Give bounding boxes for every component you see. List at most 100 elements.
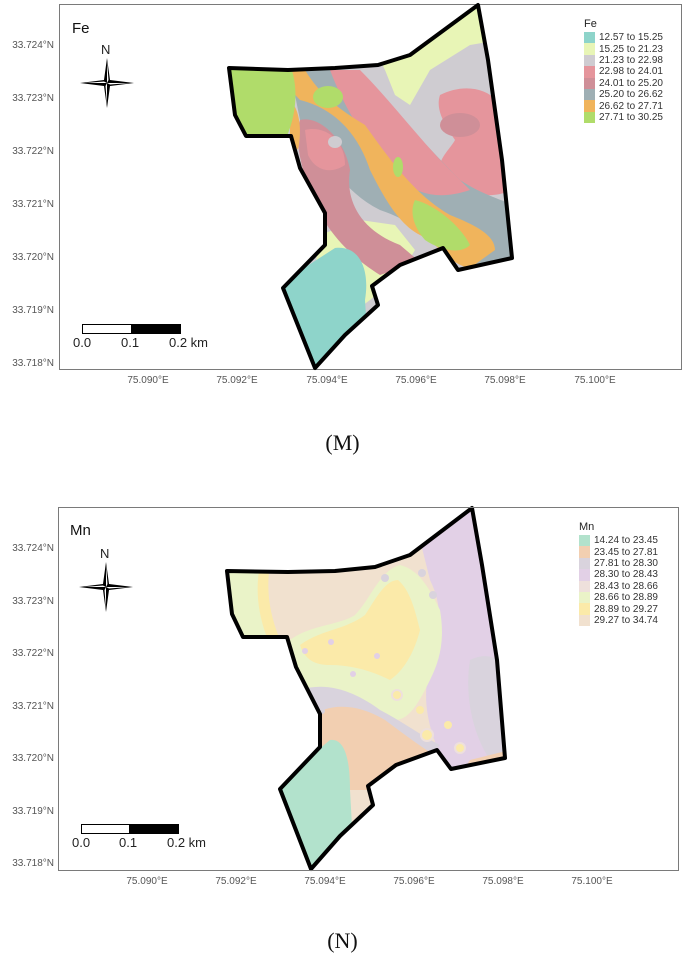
legend-label: 29.27 to 34.74 bbox=[594, 614, 658, 626]
scale-label: 0.2 km bbox=[167, 835, 207, 850]
legend-swatch bbox=[579, 535, 590, 547]
legend-swatch bbox=[584, 77, 595, 89]
panel-title-mn: Mn bbox=[70, 522, 91, 539]
scale-label: 0.0 bbox=[72, 835, 91, 850]
legend-title: Fe bbox=[584, 18, 597, 30]
mn-hotspot-dots bbox=[302, 569, 466, 754]
y-tick-label: 33.721°N bbox=[12, 199, 54, 210]
scale-bar bbox=[82, 324, 181, 334]
legend-item: 28.66 to 28.89 bbox=[579, 591, 658, 604]
y-tick-label: 33.723°N bbox=[12, 596, 54, 607]
legend-item: 25.20 to 26.62 bbox=[584, 88, 663, 101]
x-tick-label: 75.092°E bbox=[215, 876, 257, 887]
legend-swatch bbox=[579, 591, 590, 604]
y-tick-label: 33.718°N bbox=[12, 358, 54, 369]
north-arrow-icon bbox=[80, 58, 134, 108]
scale-label: 0.1 bbox=[121, 335, 140, 350]
legend-item: 26.62 to 27.71 bbox=[584, 100, 663, 112]
scale-bar bbox=[81, 824, 179, 834]
legend-swatch bbox=[584, 66, 595, 78]
legend-label: 28.30 to 28.43 bbox=[594, 569, 658, 581]
x-tick-label: 75.096°E bbox=[393, 876, 435, 887]
legend-item: 21.23 to 22.98 bbox=[584, 54, 663, 67]
legend-swatch bbox=[584, 32, 595, 44]
x-tick-label: 75.092°E bbox=[216, 375, 258, 386]
x-tick-label: 75.090°E bbox=[127, 375, 169, 386]
y-tick-label: 33.720°N bbox=[12, 753, 54, 764]
legend-label: 23.45 to 27.81 bbox=[594, 546, 658, 558]
caption-m: (M) bbox=[325, 430, 360, 455]
north-label: N bbox=[101, 42, 111, 57]
legend-label: 22.98 to 24.01 bbox=[599, 66, 663, 78]
fe-study-area-outline bbox=[227, 3, 514, 370]
legend-swatch bbox=[579, 603, 590, 615]
x-tick-label: 75.098°E bbox=[482, 876, 524, 887]
legend-label: 27.71 to 30.25 bbox=[599, 111, 663, 123]
legend-label: 12.57 to 15.25 bbox=[599, 32, 663, 44]
x-tick-label: 75.098°E bbox=[484, 375, 526, 386]
legend-swatch bbox=[584, 111, 595, 124]
legend-item: 29.27 to 34.74 bbox=[579, 614, 658, 627]
north-arrow-icon bbox=[79, 562, 133, 612]
scale-label: 0.0 bbox=[73, 335, 92, 350]
y-tick-label: 33.721°N bbox=[12, 701, 54, 712]
legend-label: 28.89 to 29.27 bbox=[594, 603, 658, 615]
mn-study-area-outline bbox=[225, 506, 507, 871]
legend-label: 25.20 to 26.62 bbox=[599, 89, 663, 101]
legend-item: 22.98 to 24.01 bbox=[584, 66, 663, 78]
legend-item: 28.89 to 29.27 bbox=[579, 603, 658, 615]
legend-item: 27.71 to 30.25 bbox=[584, 111, 663, 124]
legend-mn: Mn 14.24 to 23.45 23.45 to 27.81 27.81 t… bbox=[579, 521, 658, 627]
y-tick-label: 33.718°N bbox=[12, 858, 54, 869]
x-tick-label: 75.094°E bbox=[306, 375, 348, 386]
legend-label: 27.81 to 28.30 bbox=[594, 557, 658, 569]
legend-item: 28.43 to 28.66 bbox=[579, 580, 658, 592]
x-tick-label: 75.094°E bbox=[304, 876, 346, 887]
y-tick-label: 33.719°N bbox=[12, 305, 54, 316]
legend-swatch bbox=[579, 569, 590, 581]
legend-label: 26.62 to 27.71 bbox=[599, 100, 663, 112]
legend-swatch bbox=[579, 580, 590, 592]
legend-swatch bbox=[579, 557, 590, 570]
x-tick-label: 75.100°E bbox=[571, 876, 613, 887]
x-tick-label: 75.100°E bbox=[574, 375, 616, 386]
caption-n: (N) bbox=[327, 928, 358, 953]
legend-swatch bbox=[579, 546, 590, 558]
x-tick-label: 75.096°E bbox=[395, 375, 437, 386]
x-tick-label: 75.090°E bbox=[126, 876, 168, 887]
y-tick-label: 33.724°N bbox=[12, 40, 54, 51]
legend-item: 23.45 to 27.81 bbox=[579, 546, 658, 558]
north-label: N bbox=[100, 546, 110, 561]
y-tick-label: 33.724°N bbox=[12, 543, 54, 554]
legend-fe: Fe 12.57 to 15.25 15.25 to 21.23 21.23 t… bbox=[584, 18, 663, 124]
legend-item: 27.81 to 28.30 bbox=[579, 557, 658, 570]
legend-swatch bbox=[579, 614, 590, 627]
legend-item: 15.25 to 21.23 bbox=[584, 43, 663, 55]
legend-swatch bbox=[584, 43, 595, 55]
panel-title-fe: Fe bbox=[72, 20, 90, 37]
scale-label: 0.2 km bbox=[169, 335, 209, 350]
y-tick-label: 33.719°N bbox=[12, 806, 54, 817]
legend-label: 14.24 to 23.45 bbox=[594, 535, 658, 547]
y-tick-label: 33.722°N bbox=[12, 648, 54, 659]
y-tick-label: 33.722°N bbox=[12, 146, 54, 157]
map-panel-mn bbox=[58, 507, 679, 871]
legend-item: 24.01 to 25.20 bbox=[584, 77, 663, 89]
legend-item: 28.30 to 28.43 bbox=[579, 569, 658, 581]
legend-swatch bbox=[584, 100, 595, 112]
scale-label: 0.1 bbox=[119, 835, 138, 850]
legend-title: Mn bbox=[579, 521, 595, 533]
legend-swatch bbox=[584, 54, 595, 67]
legend-swatch bbox=[584, 88, 595, 101]
legend-item: 12.57 to 15.25 bbox=[584, 32, 663, 44]
legend-item: 14.24 to 23.45 bbox=[579, 535, 658, 547]
legend-label: 15.25 to 21.23 bbox=[599, 43, 663, 55]
y-tick-label: 33.723°N bbox=[12, 93, 54, 104]
fe-zones bbox=[229, 5, 512, 368]
y-tick-label: 33.720°N bbox=[12, 252, 54, 263]
legend-label: 28.66 to 28.89 bbox=[594, 592, 658, 604]
legend-label: 28.43 to 28.66 bbox=[594, 580, 658, 592]
legend-label: 24.01 to 25.20 bbox=[599, 77, 663, 89]
legend-label: 21.23 to 22.98 bbox=[599, 54, 663, 66]
